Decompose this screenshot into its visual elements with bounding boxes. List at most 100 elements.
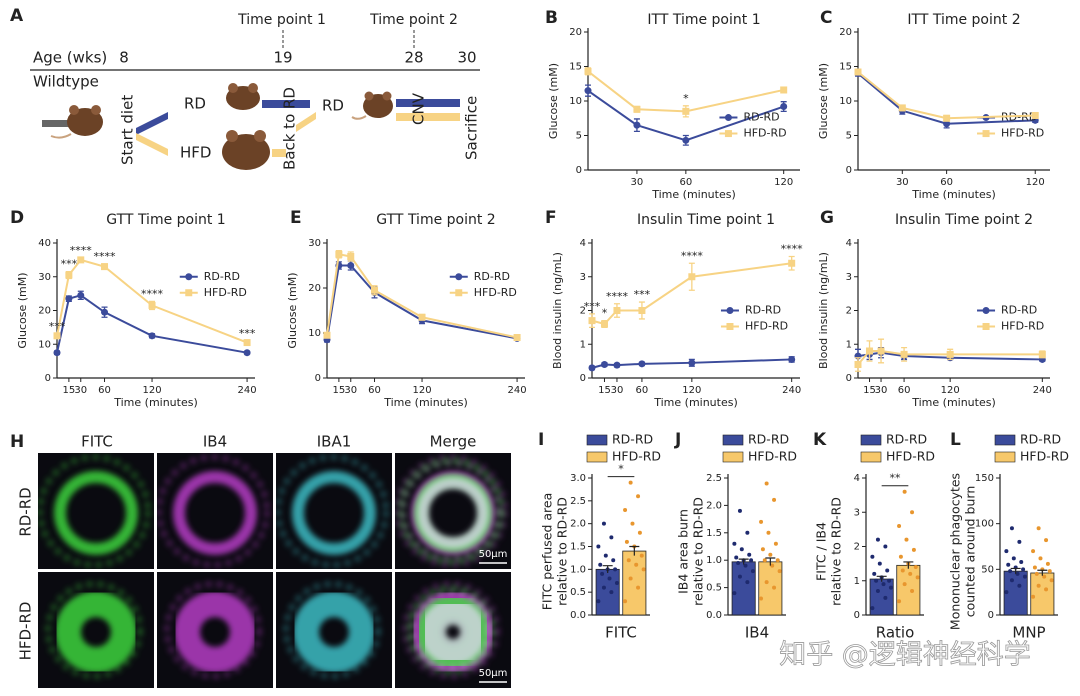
y-tick-label: 1.5 <box>570 542 586 553</box>
x-tick-label: 240 <box>238 385 257 396</box>
data-point <box>1009 578 1014 583</box>
x-tick-label: 15 <box>598 385 611 396</box>
micrograph <box>38 572 154 688</box>
time-point: Time point 1 <box>237 12 326 28</box>
diet-bar <box>272 149 286 157</box>
panel-letter: A <box>10 6 24 26</box>
data-point <box>628 480 633 485</box>
legend-marker <box>185 289 193 297</box>
legend-label: HFD-RD <box>743 127 786 140</box>
legend-label: HFD-RD <box>886 449 935 464</box>
data-point <box>768 552 773 557</box>
x-tick-label: 60 <box>98 385 111 396</box>
data-point <box>1011 556 1016 561</box>
data-point <box>737 508 742 513</box>
data-point <box>764 481 769 486</box>
chart-title: Insulin Time point 1 <box>637 212 775 228</box>
y-axis-label: Glucose (mM) <box>286 272 299 348</box>
error-bar <box>765 557 776 566</box>
y-tick-label: 20 <box>308 283 321 294</box>
data-point <box>881 582 886 587</box>
y-axis-label: Glucose (mM) <box>817 63 830 139</box>
y-tick-label: 2.5 <box>570 496 586 507</box>
error-bar <box>1010 567 1021 574</box>
diet-bar <box>262 100 310 108</box>
x-tick-label: 240 <box>508 385 527 396</box>
chart-title: ITT Time point 2 <box>907 12 1020 28</box>
y-tick-label: 100 <box>975 519 994 530</box>
legend-label: HFD-RD <box>745 320 788 333</box>
significance: *** <box>49 320 66 333</box>
y-tick-label: 0 <box>315 373 321 384</box>
y-tick-label: 3 <box>846 272 852 283</box>
legend-label: HFD-RD <box>612 449 661 464</box>
diet-bar <box>42 120 80 127</box>
legend-label: HFD-RD <box>474 286 517 299</box>
data-point <box>1047 569 1052 574</box>
data-point <box>1044 538 1049 543</box>
data-point <box>788 259 796 267</box>
micrograph <box>157 453 273 569</box>
y-axis-label: IB4 area burn <box>676 509 691 594</box>
data-point <box>900 568 905 573</box>
data-point <box>883 595 888 600</box>
data-point <box>874 578 879 583</box>
data-point <box>780 103 788 111</box>
y-axis-label: relative to RD-RD <box>829 497 844 606</box>
data-point <box>335 250 343 258</box>
stain <box>276 454 389 568</box>
data-point <box>877 561 882 566</box>
legend-label: RD-RD <box>743 111 779 124</box>
y-tick-label: 4 <box>846 238 852 249</box>
data-point <box>584 87 592 95</box>
data-point <box>613 307 621 314</box>
data-point <box>904 537 909 542</box>
legend-marker <box>724 114 732 122</box>
data-point <box>1017 583 1022 588</box>
significance: **** <box>781 243 804 256</box>
x-tick-label: FITC <box>605 624 637 642</box>
y-axis-label: relative to RD-RD <box>691 497 706 606</box>
data-point <box>513 334 521 341</box>
data-point <box>77 256 85 264</box>
data-point <box>773 541 778 546</box>
y-tick-label: 4 <box>580 238 586 249</box>
legend-swatch <box>860 451 882 463</box>
data-point <box>601 521 606 526</box>
data-point <box>598 562 603 567</box>
legend-swatch <box>994 434 1016 446</box>
data-point <box>764 580 769 585</box>
x-tick-label: Ratio <box>876 624 915 642</box>
data-point <box>1019 560 1024 565</box>
data-point <box>732 541 737 546</box>
data-point <box>624 539 629 544</box>
y-axis-label: Glucose (mM) <box>547 63 560 139</box>
y-tick-label: 15 <box>569 62 582 73</box>
stain <box>54 471 138 555</box>
x-tick-label: 60 <box>898 385 911 396</box>
x-axis-label: Time (minutes) <box>113 396 198 409</box>
stain <box>417 477 489 549</box>
data-point <box>902 582 907 587</box>
data-point <box>870 554 875 559</box>
age: 28 <box>404 49 423 67</box>
legend-label: RD-RD <box>748 432 789 447</box>
data-point <box>854 361 862 368</box>
legend-swatch <box>586 434 608 446</box>
stain <box>174 591 256 673</box>
chart-title: GTT Time point 1 <box>106 212 225 228</box>
diet-bar <box>396 99 460 107</box>
data-point <box>623 599 628 604</box>
legend-swatch <box>586 451 608 463</box>
significance: *** <box>634 288 651 301</box>
legend-label: RD-RD <box>1001 304 1037 317</box>
stain <box>38 454 151 568</box>
series-line <box>857 72 1036 125</box>
x-tick-label: 120 <box>774 177 793 188</box>
significance: *** <box>61 258 78 271</box>
data-point <box>630 521 635 526</box>
data-point <box>636 494 641 499</box>
series-line <box>857 71 1036 120</box>
y-tick-label: 0.5 <box>706 583 722 594</box>
y-tick-label: 2.0 <box>570 519 586 530</box>
